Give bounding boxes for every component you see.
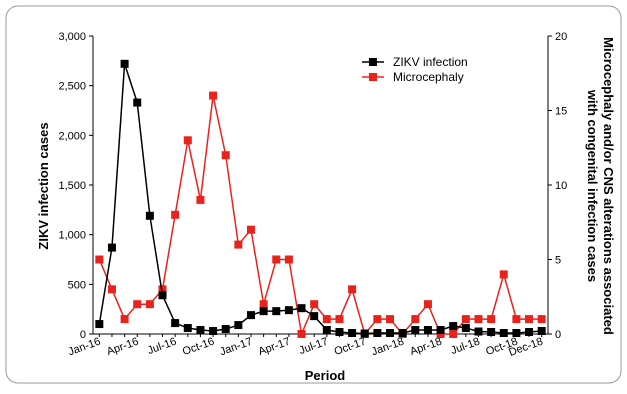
data-point-microcephaly [221, 151, 230, 160]
data-point-microcephaly [171, 210, 180, 219]
right-y-tick-label: 15 [555, 106, 567, 118]
data-point-microcephaly [487, 315, 496, 324]
data-point-zikv-infection [499, 329, 508, 338]
data-point-zikv-infection [196, 326, 205, 335]
legend-marker-microcephaly [369, 73, 377, 81]
data-point-zikv-infection [461, 324, 470, 333]
legend: ZIKV infection Microcephaly [362, 55, 468, 84]
data-point-zikv-infection [411, 326, 420, 335]
data-point-zikv-infection [512, 329, 521, 338]
left-y-tick-label: 500 [68, 279, 86, 291]
data-point-microcephaly [423, 300, 432, 309]
data-point-zikv-infection [322, 326, 331, 335]
data-point-microcephaly [183, 136, 192, 145]
data-point-zikv-infection [348, 329, 357, 338]
right-y-axis-title-line2: with congenital infection cases [585, 89, 600, 282]
data-point-microcephaly [133, 300, 142, 309]
data-point-microcephaly [474, 315, 483, 324]
left-y-tick-label: 1,000 [58, 230, 86, 242]
series-layer [95, 59, 546, 338]
data-point-microcephaly [348, 285, 357, 294]
data-point-microcephaly [196, 195, 205, 204]
data-point-microcephaly [234, 240, 243, 249]
legend-label-zikv: ZIKV infection [393, 55, 468, 69]
data-point-zikv-infection [335, 328, 344, 337]
data-point-microcephaly [449, 330, 458, 338]
left-y-tick-label: 3,000 [58, 31, 86, 43]
data-point-zikv-infection [297, 304, 306, 313]
data-point-microcephaly [512, 315, 521, 324]
x-axis-title: Period [305, 368, 346, 383]
right-y-tick-label: 10 [555, 180, 567, 192]
data-point-zikv-infection [133, 98, 142, 107]
data-point-zikv-infection [221, 325, 230, 334]
data-point-microcephaly [145, 300, 154, 309]
left-y-ticks: 0 500 1,000 1,500 2,000 2,500 3,000 [58, 31, 93, 341]
right-y-axis-title-line1: Microcephaly and/or CNS alterations asso… [601, 37, 616, 335]
data-point-zikv-infection [171, 319, 180, 328]
data-point-microcephaly [209, 91, 218, 100]
left-y-tick-label: 0 [80, 329, 86, 341]
data-point-zikv-infection [259, 307, 268, 316]
right-y-tick-label: 0 [555, 329, 561, 341]
data-point-zikv-infection [487, 328, 496, 337]
data-point-zikv-infection [537, 327, 546, 336]
data-point-microcephaly [107, 285, 116, 294]
data-point-microcephaly [120, 315, 129, 324]
data-point-microcephaly [335, 315, 344, 324]
data-point-zikv-infection [246, 311, 255, 320]
data-point-zikv-infection [183, 324, 192, 333]
data-point-zikv-infection [234, 321, 243, 330]
data-point-zikv-infection [398, 329, 407, 338]
data-point-zikv-infection [284, 306, 293, 315]
data-point-zikv-infection [158, 291, 167, 300]
series-zikv-infection [95, 59, 546, 338]
data-point-zikv-infection [423, 326, 432, 335]
left-y-tick-label: 2,000 [58, 130, 86, 142]
series-microcephaly [95, 91, 546, 338]
data-point-zikv-infection [209, 327, 218, 336]
data-point-microcephaly [386, 315, 395, 324]
data-point-microcephaly [272, 255, 281, 264]
data-point-zikv-infection [525, 328, 534, 337]
data-point-zikv-infection [107, 243, 116, 252]
data-point-zikv-infection [373, 329, 382, 338]
legend-label-microcephaly: Microcephaly [393, 70, 464, 84]
data-point-microcephaly [373, 315, 382, 324]
data-point-zikv-infection [449, 322, 458, 331]
data-point-zikv-infection [310, 312, 319, 321]
data-point-microcephaly [411, 315, 420, 324]
data-point-microcephaly [246, 225, 255, 234]
data-point-zikv-infection [436, 326, 445, 335]
data-point-microcephaly [322, 315, 331, 324]
data-point-microcephaly [537, 315, 546, 324]
data-point-microcephaly [525, 315, 534, 324]
left-y-axis-title: ZIKV infection cases [36, 122, 51, 249]
legend-entry-microcephaly: Microcephaly [362, 70, 464, 84]
right-y-ticks: 0 5 10 15 20 [548, 31, 567, 341]
data-point-microcephaly [259, 300, 268, 309]
data-point-zikv-infection [145, 211, 154, 220]
left-y-tick-label: 1,500 [58, 180, 86, 192]
left-y-tick-label: 2,500 [58, 81, 86, 93]
legend-entry-zikv: ZIKV infection [362, 55, 468, 69]
data-point-microcephaly [297, 330, 306, 338]
data-point-microcephaly [158, 285, 167, 294]
data-point-microcephaly [95, 255, 104, 264]
data-point-zikv-infection [386, 329, 395, 338]
data-point-zikv-infection [95, 320, 104, 329]
data-point-microcephaly [499, 270, 508, 279]
data-point-zikv-infection [120, 59, 129, 68]
right-y-tick-label: 5 [555, 255, 561, 267]
data-point-zikv-infection [474, 327, 483, 336]
data-point-microcephaly [310, 300, 319, 309]
data-point-microcephaly [461, 315, 470, 324]
data-point-zikv-infection [272, 307, 281, 316]
legend-marker-zikv [369, 58, 377, 66]
data-point-zikv-infection [360, 329, 369, 338]
right-y-tick-label: 20 [555, 31, 567, 43]
data-point-microcephaly [284, 255, 293, 264]
